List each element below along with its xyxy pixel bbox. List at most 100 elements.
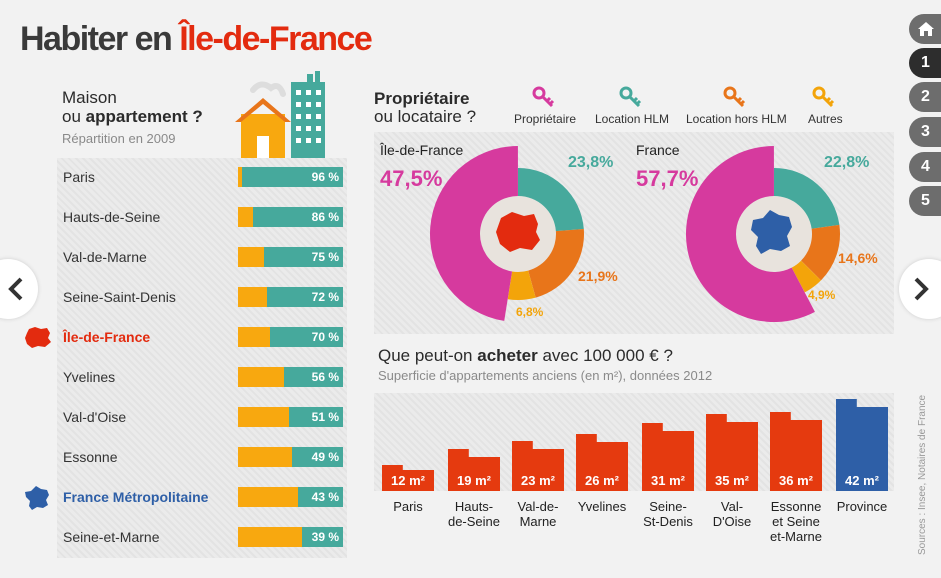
housing-row: Val-de-Marne 75 % [57, 238, 347, 276]
housing-row: Seine-Saint-Denis 72 % [57, 278, 347, 316]
purchase-bar: 12 m² [382, 465, 434, 491]
row-pct: 75 % [311, 250, 339, 264]
nav-page-3[interactable]: 3 [909, 117, 941, 147]
nav-page-5[interactable]: 5 [909, 186, 941, 216]
housing-row: Yvelines 56 % [57, 358, 347, 396]
housing-subtitle: Répartition en 2009 [62, 131, 176, 146]
housing-heading: Maison ou appartement ? Répartition en 2… [62, 88, 203, 146]
housing-heading-line2b: appartement ? [85, 107, 203, 126]
maison-bar: 70 % [238, 327, 343, 347]
purchase-subtitle: Superficie d'appartements anciens (en m²… [378, 368, 713, 383]
housing-row-ile-de-france: Île-de-France 70 % [25, 318, 347, 356]
france-proprietaire-segment [686, 146, 815, 322]
purchase-bars-panel: 12 m² 19 m² 23 m² 26 m² 31 m² 35 m² 36 m² 42 m² [374, 393, 894, 491]
housing-row: Seine-et-Marne 39 % [57, 518, 347, 556]
house-bar-shape [512, 441, 564, 491]
housing-heading-line2a: ou [62, 107, 86, 126]
purchase-bar-value: 42 m² [845, 473, 879, 488]
legend-label: Location HLM [595, 112, 670, 126]
purchase-bar-value: 23 m² [521, 473, 555, 488]
appartement-fill [291, 447, 343, 467]
purchase-bar-value: 31 m² [651, 473, 685, 488]
france-hlm-pct: 22,8% [824, 154, 870, 171]
housing-row-france: France Métropolitaine 43 % [25, 478, 347, 516]
purchase-city-label: Paris [393, 499, 423, 514]
appartement-fill [267, 287, 343, 307]
idf-hors-hlm-pct: 21,9% [578, 268, 618, 284]
idf-autres-pct: 6,8% [516, 305, 544, 319]
row-pct: 43 % [311, 490, 339, 504]
housing-row: Val-d'Oise 51 % [57, 398, 347, 436]
tenure-heading: Propriétaire ou locataire ? [374, 90, 476, 126]
page-title: Habiter en Île-de-France [20, 20, 373, 59]
purchase-bar-value: 12 m² [391, 473, 425, 488]
maison-bar: 56 % [238, 367, 343, 387]
appartement-fill [302, 527, 343, 547]
maison-bar: 49 % [238, 447, 343, 467]
nav-home-button[interactable] [909, 14, 941, 44]
row-pct: 39 % [311, 530, 339, 544]
purchase-bar: 19 m² [448, 449, 500, 491]
maison-bar: 39 % [238, 527, 343, 547]
purchase-bar-value: 35 m² [715, 473, 749, 488]
housing-heading-line1: Maison [62, 88, 117, 107]
row-label: Essonne [63, 449, 118, 465]
nav-page-label: 1 [921, 54, 930, 71]
france-autres-segment [791, 260, 821, 293]
purchase-heading-b: acheter [477, 346, 538, 365]
purchase-heading: Que peut-on acheter avec 100 000 € ? [378, 346, 673, 366]
housing-row: Paris 96 % [57, 158, 347, 196]
prev-button[interactable] [0, 259, 38, 319]
france-autres-pct: 4,9% [808, 288, 836, 302]
france-hors-hlm-pct: 14,6% [838, 250, 878, 266]
housing-row: Hauts-de-Seine 86 % [57, 198, 347, 236]
tenure-donut-panel: Île-de-France 47,5% 23,8% 21,9% 6,8% Fra… [374, 132, 894, 334]
row-label: Val-de-Marne [63, 249, 147, 265]
idf-hlm-pct: 23,8% [568, 154, 614, 171]
house-bar-shape [642, 423, 694, 491]
key-icon [619, 86, 642, 108]
nav-page-label: 4 [921, 158, 930, 175]
nav-page-2[interactable]: 2 [909, 82, 941, 112]
housing-heading-line2: ou appartement ? [62, 107, 203, 126]
row-label: Hauts-de-Seine [63, 209, 161, 225]
purchase-bar: 35 m² [706, 414, 758, 491]
appartement-fill [289, 407, 343, 427]
purchase-bar-value: 19 m² [457, 473, 491, 488]
idf-proprietaire-segment [429, 146, 518, 321]
legend-hors-hlm: Location hors HLM [686, 86, 787, 126]
nav-page-label: 5 [921, 192, 930, 209]
tenure-heading-line2: ou locataire ? [374, 107, 477, 126]
ile-de-france-map-icon [25, 327, 51, 348]
appartement-fill [242, 167, 343, 187]
purchase-bar: 31 m² [642, 423, 694, 491]
next-button[interactable] [899, 259, 941, 319]
appartement-fill [252, 207, 343, 227]
row-pct: 70 % [311, 330, 339, 344]
legend-autres: Autres [808, 86, 843, 126]
france-map-icon [751, 210, 792, 254]
maison-bar: 96 % [238, 167, 343, 187]
purchase-city-label: Hauts-de-Seine [447, 499, 501, 529]
chevron-left-icon [8, 277, 23, 301]
france-proprietaire-pct: 57,7% [636, 166, 699, 191]
key-icon [723, 86, 746, 108]
nav-page-4[interactable]: 4 [909, 152, 941, 182]
maison-bar: 51 % [238, 407, 343, 427]
nav-page-1[interactable]: 1 [909, 48, 941, 78]
housing-rows: Paris 96 % Hauts-de-Seine 86 % Val-de-Ma… [25, 158, 347, 558]
purchase-bar: 26 m² [576, 434, 628, 491]
maison-bar: 86 % [238, 207, 343, 227]
purchase-bar: 23 m² [512, 441, 564, 491]
sources-note: Sources : Insee, Notaires de France [917, 394, 928, 555]
appartement-fill [264, 247, 343, 267]
legend-label: Autres [808, 112, 843, 126]
house-bar-shape [706, 414, 758, 491]
row-pct: 51 % [311, 410, 339, 424]
idf-hors-hlm-segment [528, 229, 584, 298]
appartement-fill [284, 367, 343, 387]
house-bar-shape [448, 449, 500, 491]
house-bar-shape [382, 465, 434, 491]
appartement-fill [297, 487, 343, 507]
purchase-city-label: Seine- St-Denis [643, 499, 693, 529]
